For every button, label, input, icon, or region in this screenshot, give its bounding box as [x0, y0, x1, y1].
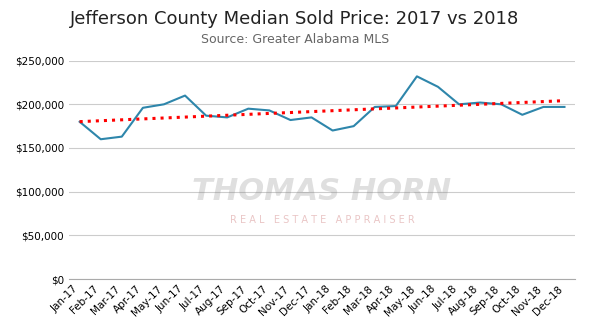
- Text: Source: Greater Alabama MLS: Source: Greater Alabama MLS: [201, 33, 389, 46]
- Text: R E A L   E S T A T E   A P P R A I S E R: R E A L E S T A T E A P P R A I S E R: [230, 215, 414, 225]
- Text: THOMAS HORN: THOMAS HORN: [192, 177, 451, 206]
- Text: Jefferson County Median Sold Price: 2017 vs 2018: Jefferson County Median Sold Price: 2017…: [70, 10, 520, 28]
